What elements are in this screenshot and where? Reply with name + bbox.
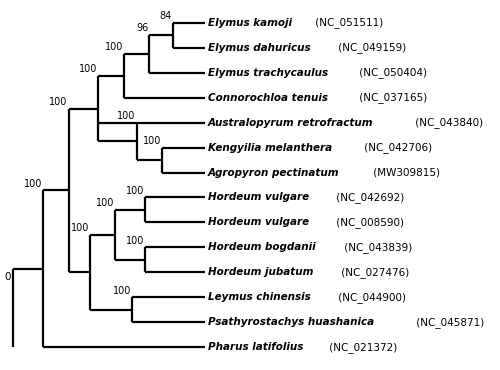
Text: 0: 0	[4, 272, 11, 282]
Text: (NC_044900): (NC_044900)	[335, 292, 406, 303]
Text: Elymus kamoji: Elymus kamoji	[208, 18, 292, 28]
Text: (NC_042692): (NC_042692)	[333, 192, 404, 203]
Text: Elymus dahuricus: Elymus dahuricus	[208, 43, 310, 53]
Text: Australopyrum retrofractum: Australopyrum retrofractum	[208, 118, 374, 128]
Text: (NC_049159): (NC_049159)	[334, 42, 406, 53]
Text: Hordeum bogdanii: Hordeum bogdanii	[208, 242, 316, 252]
Text: (NC_008590): (NC_008590)	[333, 217, 404, 228]
Text: 100: 100	[49, 97, 68, 107]
Text: 96: 96	[136, 23, 148, 33]
Text: Leymus chinensis: Leymus chinensis	[208, 292, 310, 302]
Text: 100: 100	[79, 64, 98, 74]
Text: (NC_043839): (NC_043839)	[341, 242, 412, 253]
Text: Hordeum vulgare: Hordeum vulgare	[208, 218, 309, 228]
Text: (NC_021372): (NC_021372)	[326, 342, 397, 353]
Text: Elymus trachycaulus: Elymus trachycaulus	[208, 68, 328, 78]
Text: 100: 100	[96, 198, 114, 208]
Text: 100: 100	[126, 186, 144, 196]
Text: Connorochloa tenuis: Connorochloa tenuis	[208, 92, 328, 102]
Text: Agropyron pectinatum: Agropyron pectinatum	[208, 168, 340, 178]
Text: Hordeum vulgare: Hordeum vulgare	[208, 192, 309, 202]
Text: Pharus latifolius: Pharus latifolius	[208, 342, 304, 352]
Text: 100: 100	[126, 236, 144, 246]
Text: (MW309815): (MW309815)	[370, 168, 440, 178]
Text: Hordeum jubatum: Hordeum jubatum	[208, 268, 314, 278]
Text: (NC_027476): (NC_027476)	[338, 267, 409, 278]
Text: 100: 100	[118, 111, 136, 121]
Text: (NC_043840): (NC_043840)	[412, 117, 484, 128]
Text: 100: 100	[143, 136, 161, 146]
Text: (NC_042706): (NC_042706)	[361, 142, 432, 153]
Text: (NC_037165): (NC_037165)	[356, 92, 428, 103]
Text: Kengyilia melanthera: Kengyilia melanthera	[208, 142, 332, 152]
Text: 100: 100	[70, 223, 89, 233]
Text: (NC_050404): (NC_050404)	[356, 67, 427, 78]
Text: 100: 100	[113, 286, 132, 296]
Text: (NC_051511): (NC_051511)	[312, 17, 383, 28]
Text: 84: 84	[160, 11, 172, 21]
Text: (NC_045871): (NC_045871)	[413, 317, 484, 328]
Text: 100: 100	[24, 179, 42, 189]
Text: Psathyrostachys huashanica: Psathyrostachys huashanica	[208, 317, 374, 327]
Text: 100: 100	[104, 42, 123, 52]
